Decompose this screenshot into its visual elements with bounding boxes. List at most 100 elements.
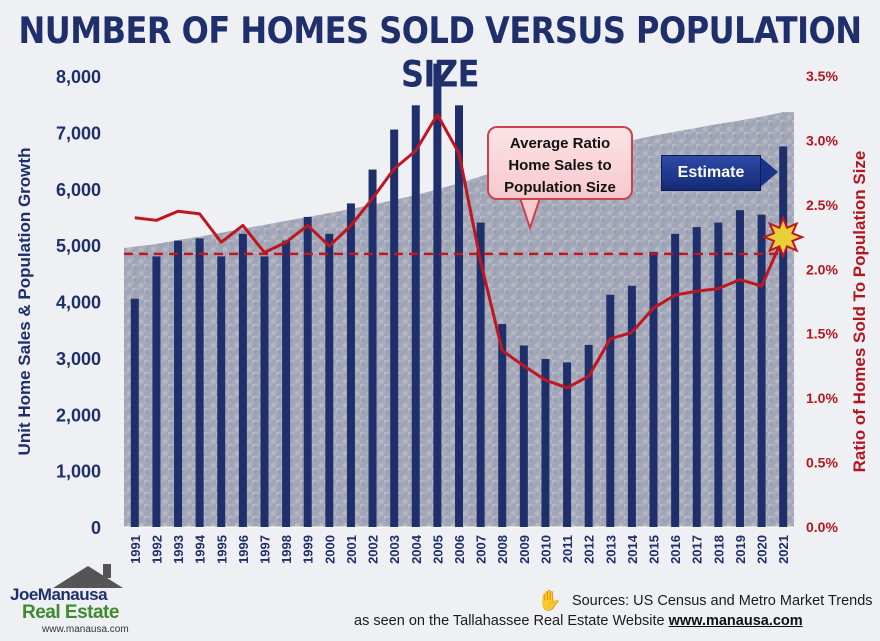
chart-title: NUMBER OF HOMES SOLD VERSUS POPULATION S… — [18, 8, 862, 96]
bar-2018 — [714, 222, 723, 527]
y2-tick-label: 3.0% — [806, 132, 838, 148]
x-tick-label: 1995 — [214, 535, 229, 564]
bar-2019 — [735, 210, 744, 528]
x-tick-label: 2008 — [495, 535, 510, 564]
x-tick-label: 1991 — [128, 535, 143, 564]
bar-2004 — [411, 105, 420, 527]
y-tick-label: 1,000 — [56, 462, 101, 482]
bar-1992 — [152, 256, 161, 527]
bar-2006 — [455, 105, 463, 527]
x-tick-label: 2020 — [755, 535, 770, 564]
bar-1993 — [174, 240, 183, 528]
logo-name: JoeManausa — [10, 585, 108, 604]
x-tick-label: 2010 — [538, 535, 553, 564]
website-note: as seen on the Tallahassee Real Estate W… — [354, 613, 803, 629]
bar-1996 — [238, 233, 247, 527]
highlight-starburst — [761, 215, 805, 259]
x-tick-label: 2013 — [603, 535, 618, 564]
x-tick-label: 2021 — [776, 535, 791, 564]
logo-url: www.manausa.com — [42, 624, 129, 635]
bar-2005 — [433, 63, 442, 527]
estimate-label: Estimate — [661, 155, 761, 191]
y-tick-label: 6,000 — [56, 180, 101, 200]
y-tick-label: 7,000 — [56, 123, 101, 143]
company-logo: JoeManausa Real Estate www.manausa.com — [8, 562, 138, 637]
x-tick-label: 2019 — [733, 535, 748, 564]
x-tick-label: 2000 — [322, 535, 337, 564]
callout-line-2: Home Sales to — [508, 157, 612, 174]
bar-2003 — [390, 129, 399, 527]
bar-2017 — [692, 227, 701, 527]
callout-line-3: Population Size — [504, 179, 616, 196]
x-tick-label: 2009 — [517, 535, 532, 564]
bar-2014 — [627, 285, 636, 527]
x-tick-label: 1999 — [301, 535, 316, 564]
x-tick-label: 2017 — [690, 535, 705, 564]
callout-line-1: Average Ratio — [509, 135, 611, 152]
x-tick-label: 2014 — [625, 534, 640, 564]
bar-2016 — [671, 233, 680, 527]
bar-1991 — [130, 298, 139, 527]
y-tick-label: 3,000 — [56, 349, 101, 369]
y-tick-label: 8,000 — [56, 67, 101, 87]
estimate-arrow-tip — [758, 155, 778, 189]
logo-sub: Real Estate — [22, 602, 119, 623]
bar-1999 — [303, 216, 312, 527]
bar-2008 — [498, 324, 507, 527]
bar-2000 — [325, 233, 334, 527]
hand-icon: ✋ — [537, 590, 562, 612]
x-tick-label: 2006 — [452, 535, 467, 564]
x-tick-label: 1993 — [171, 535, 186, 564]
x-tick-label: 2012 — [582, 535, 597, 564]
bar-2021 — [779, 146, 788, 527]
y2-tick-label: 2.0% — [806, 261, 838, 277]
x-tick-label: 1997 — [257, 535, 272, 564]
bar-1994 — [195, 238, 204, 528]
bar-1995 — [217, 256, 226, 527]
x-tick-label: 2002 — [366, 535, 381, 564]
bar-2013 — [606, 294, 615, 527]
average-ratio-callout: Average Ratio Home Sales to Population S… — [487, 126, 633, 200]
bar-2009 — [519, 345, 528, 527]
sources-note: ✋ Sources: US Census and Metro Market Tr… — [537, 586, 873, 612]
x-tick-label: 2004 — [409, 534, 424, 564]
x-tick-label: 1994 — [193, 534, 208, 564]
y-tick-label: 4,000 — [56, 293, 101, 313]
website-link[interactable]: www.manausa.com — [668, 613, 803, 629]
bar-2012 — [584, 344, 593, 527]
x-tick-label: 2003 — [387, 535, 402, 564]
y2-tick-label: 0.0% — [806, 519, 838, 535]
y-axis-title: Unit Home Sales & Population Growth — [15, 148, 34, 456]
bar-2007 — [476, 222, 485, 527]
ratio-line — [134, 113, 785, 390]
x-tick-label: 2001 — [344, 535, 359, 564]
x-tick-label: 2007 — [474, 535, 489, 564]
x-tick-label: 2005 — [430, 535, 445, 564]
bar-2015 — [649, 251, 658, 527]
y2-tick-label: 1.5% — [806, 326, 838, 342]
y2-tick-label: 3.5% — [806, 68, 838, 84]
bar-2010 — [541, 359, 550, 527]
bar-2011 — [563, 362, 572, 527]
y2-tick-label: 0.5% — [806, 455, 838, 471]
bar-1998 — [282, 240, 291, 528]
y-tick-label: 5,000 — [56, 236, 101, 256]
y2-tick-label: 2.5% — [806, 197, 838, 213]
bar-1997 — [260, 256, 269, 527]
x-tick-label: 2015 — [647, 535, 662, 564]
bar-2020 — [757, 214, 766, 527]
x-tick-label: 1996 — [236, 535, 251, 564]
bar-2001 — [346, 203, 355, 527]
x-tick-label: 2018 — [711, 535, 726, 564]
y-tick-label: 2,000 — [56, 405, 101, 425]
y2-axis-title: Ratio of Homes Sold To Population Size — [850, 151, 869, 473]
y2-tick-label: 1.0% — [806, 390, 838, 406]
x-tick-label: 2016 — [668, 535, 683, 564]
x-tick-label: 1998 — [279, 535, 294, 564]
website-text: as seen on the Tallahassee Real Estate W… — [354, 613, 665, 629]
y-tick-label: 0 — [91, 518, 101, 538]
sources-text: Sources: US Census and Metro Market Tren… — [571, 593, 873, 609]
x-tick-label: 2011 — [560, 535, 575, 563]
